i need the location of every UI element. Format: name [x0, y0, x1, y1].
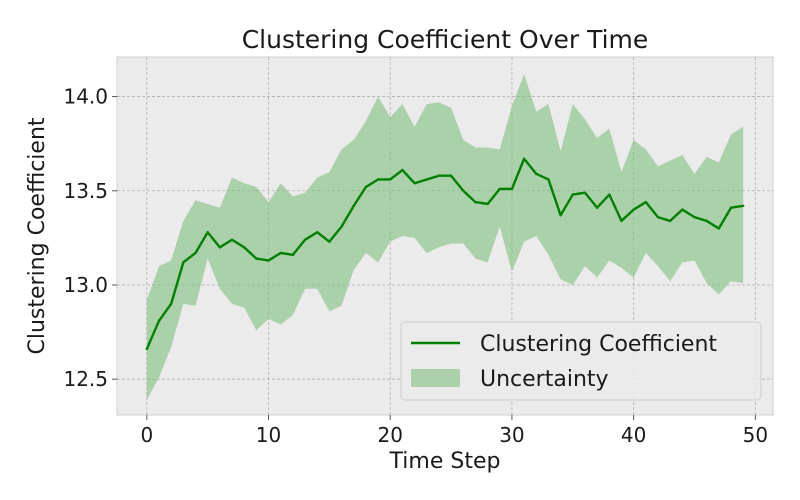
data-point [352, 204, 355, 208]
y-tick-label: 13.0 [63, 273, 108, 297]
data-point [218, 246, 222, 249]
data-point [462, 189, 465, 192]
data-point [717, 227, 721, 230]
x-tick-label: 20 [378, 423, 403, 447]
y-tick-label: 14.0 [63, 85, 108, 109]
data-point [145, 347, 149, 351]
data-point [693, 215, 696, 219]
data-point [291, 253, 295, 257]
data-point [595, 206, 599, 209]
data-point [449, 174, 453, 177]
data-point [230, 238, 234, 241]
data-point [279, 251, 282, 255]
data-point [425, 178, 428, 181]
uncertainty-band [146, 73, 744, 400]
data-point [206, 231, 209, 234]
data-point [644, 200, 648, 204]
data-point [389, 178, 392, 181]
data-point [255, 257, 258, 260]
data-point [535, 172, 538, 176]
data-point [437, 174, 441, 177]
y-axis-ticks: 12.5 13.0 13.5 14.0 [63, 85, 117, 391]
data-point [376, 178, 380, 181]
data-point [328, 240, 331, 243]
legend: Clustering Coefficient Uncertainty [400, 321, 762, 401]
data-point [668, 219, 672, 223]
data-point [571, 193, 574, 196]
data-point [510, 187, 514, 191]
data-point [157, 319, 161, 322]
data-point [620, 219, 623, 223]
data-point [522, 157, 526, 160]
data-point [705, 219, 708, 223]
data-point [364, 185, 368, 189]
data-point [632, 208, 635, 211]
x-tick-label: 40 [621, 423, 646, 447]
data-point [486, 202, 489, 206]
data-point [681, 208, 684, 211]
line-points [145, 157, 745, 351]
data-point [474, 200, 477, 204]
data-point [498, 187, 501, 191]
y-tick-label: 13.5 [63, 179, 108, 203]
clustering-coefficient-line [145, 157, 744, 350]
data-point [656, 215, 660, 219]
legend-box [400, 321, 762, 401]
data-point [608, 193, 611, 196]
y-tick-label: 12.5 [63, 367, 108, 391]
data-point [267, 259, 270, 262]
data-point [547, 178, 550, 181]
data-point [169, 302, 173, 306]
x-axis-label: Time Step [389, 449, 501, 474]
data-point [729, 206, 733, 209]
chart-title: Clustering Coefficient Over Time [242, 25, 649, 54]
data-point [741, 204, 745, 208]
data-point [559, 214, 562, 217]
data-point [583, 191, 587, 194]
x-tick-label: 30 [499, 423, 524, 447]
legend-label-clustering-coefficient: Clustering Coefficient [480, 332, 717, 357]
data-point [182, 261, 185, 264]
x-tick-label: 0 [140, 423, 153, 447]
data-point [242, 246, 246, 249]
data-point [340, 225, 343, 228]
data-point [316, 231, 319, 234]
data-point [413, 182, 416, 185]
legend-band-swatch [411, 369, 460, 387]
x-axis-ticks: 0 10 20 30 40 50 [140, 415, 768, 447]
x-tick-label: 50 [743, 423, 768, 447]
legend-label-uncertainty: Uncertainty [480, 367, 609, 392]
data-point [401, 168, 404, 172]
y-axis-label: Clustering Coefficient [25, 117, 50, 354]
data-point [194, 251, 197, 255]
x-tick-label: 10 [256, 423, 281, 447]
data-point [303, 238, 307, 241]
